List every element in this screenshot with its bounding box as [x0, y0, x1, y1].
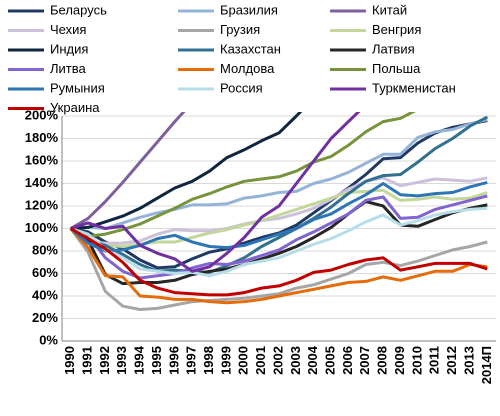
- series-line: [69, 227, 488, 297]
- x-tick-label: 1998: [201, 346, 216, 375]
- series-line: [70, 194, 488, 280]
- lines: [69, 112, 488, 311]
- series-line: [69, 200, 488, 286]
- x-tick-label: 2011: [427, 346, 442, 374]
- series-line: [69, 227, 488, 305]
- y-tick-label: 180%: [25, 130, 59, 145]
- legend-label: Бразилия: [220, 2, 278, 17]
- y-tick-label: 160%: [25, 152, 59, 167]
- x-tick-label: 1997: [184, 346, 199, 375]
- y-tick-label: 60%: [32, 265, 58, 280]
- x-tick-label: 1990: [62, 346, 77, 375]
- legend-label: Латвия: [372, 41, 415, 56]
- legend-label: Беларусь: [50, 2, 107, 17]
- x-tick-label: 2012: [444, 346, 459, 375]
- y-tick-label: 0%: [39, 332, 58, 347]
- legend-label: Литва: [50, 61, 87, 76]
- x-tick-label: 2002: [270, 346, 285, 375]
- series-line: [69, 227, 488, 311]
- y-tick-label: 140%: [25, 175, 59, 190]
- x-tick-label: 1993: [114, 346, 129, 375]
- x-tick-label: 2001: [253, 346, 268, 375]
- y-tick-label: 20%: [32, 310, 58, 325]
- legend-label: Китай: [372, 2, 407, 17]
- x-tick-label: 1991: [79, 346, 94, 375]
- x-tick-label: 1999: [218, 346, 233, 375]
- legend: Беларусь Бразилия Китай Чехия Грузия Венгрия И…: [8, 2, 456, 115]
- series-line: [70, 117, 488, 230]
- legend-label: Туркменистан: [372, 80, 456, 95]
- legend-label: Казахстан: [220, 41, 281, 56]
- series-line: [70, 206, 488, 278]
- y-tick-label: 40%: [32, 287, 58, 302]
- legend-label: Индия: [50, 41, 88, 56]
- x-tick-label: 2008: [375, 346, 390, 375]
- legend-label: Молдова: [220, 61, 275, 76]
- x-tick-label: 2010: [409, 346, 424, 375]
- legend-label: Румыния: [50, 80, 105, 95]
- x-tick-label: 2009: [392, 346, 407, 375]
- x-tick-label: 2014П: [479, 346, 494, 384]
- x-tick-label: 2003: [288, 346, 303, 375]
- series-line: [70, 112, 361, 273]
- series-line: [69, 115, 488, 274]
- x-tick-label: 2000: [236, 346, 251, 375]
- y-tick-label: 120%: [25, 197, 59, 212]
- x-tick-label: 1994: [132, 345, 147, 375]
- legend-label: Украина: [50, 100, 100, 115]
- x-tick-label: 1995: [149, 346, 164, 375]
- x-tick-label: 1992: [97, 346, 112, 375]
- x-tick-label: 2007: [357, 346, 372, 375]
- series-line: [70, 112, 416, 238]
- axes: 0% 20% 40% 60% 80% 100% 120% 140% 160% 180% 200% 19…: [25, 107, 496, 384]
- x-tick-label: 2004: [305, 345, 320, 375]
- series-line: [69, 112, 186, 230]
- legend-label: Чехия: [50, 22, 86, 37]
- legend-label: Грузия: [220, 22, 260, 37]
- x-tick-label: 2005: [323, 346, 338, 375]
- series-line: [69, 176, 488, 245]
- series-line: [70, 112, 303, 230]
- x-tick-label: 2013: [461, 346, 476, 375]
- legend-label: Польша: [372, 61, 421, 76]
- y-tick-label: 100%: [25, 220, 59, 235]
- x-tick-label: 2006: [340, 346, 355, 375]
- y-tick-label: 200%: [25, 107, 59, 122]
- legend-label: Венгрия: [372, 22, 421, 37]
- x-tick-label: 1996: [166, 346, 181, 375]
- legend-label: Россия: [220, 80, 263, 95]
- y-tick-label: 80%: [32, 242, 58, 257]
